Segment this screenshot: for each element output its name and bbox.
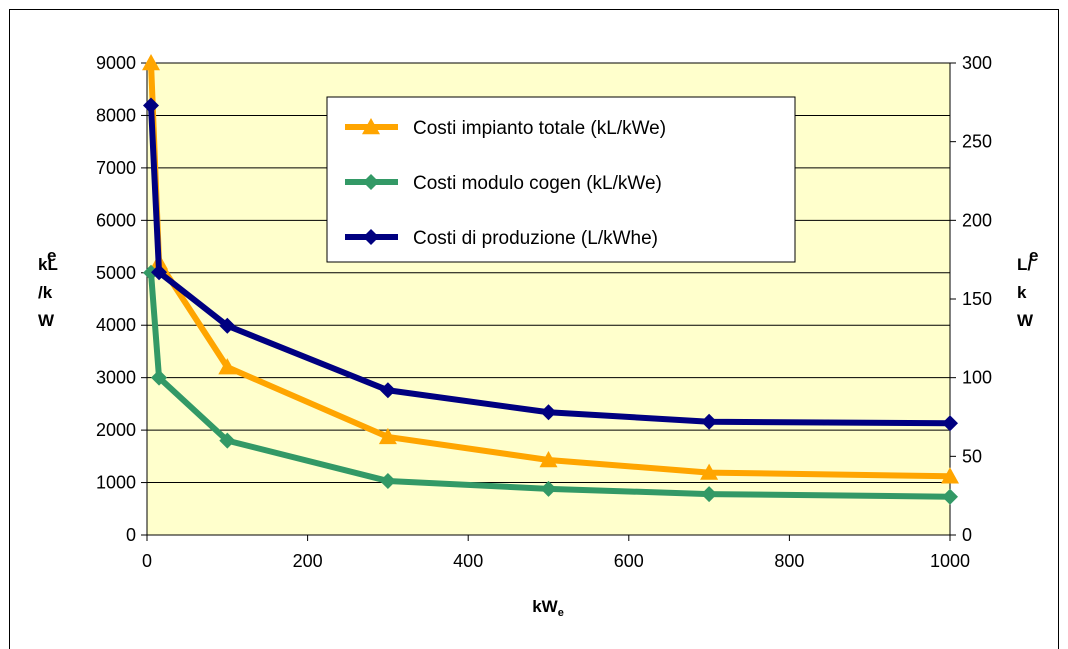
data-point <box>151 264 168 281</box>
legend-label: Costi modulo cogen (kL/kWe) <box>413 173 662 194</box>
y-left-tick-label: 2000 <box>96 420 136 440</box>
x-tick-label: 400 <box>453 551 483 571</box>
legend: Costi impianto totale (kL/kWe) Costi modu… <box>326 96 796 263</box>
data-point <box>539 451 558 468</box>
data-point <box>540 404 557 421</box>
data-point <box>379 472 396 489</box>
data-point <box>151 369 168 386</box>
y-left-tick-label: 3000 <box>96 368 136 388</box>
y-left-tick-label: 0 <box>126 525 136 545</box>
data-point <box>362 118 380 135</box>
y-right-tick-label: 50 <box>962 446 982 466</box>
x-tick-label: 1000 <box>930 551 970 571</box>
data-point <box>941 467 959 484</box>
series-3 <box>143 97 958 432</box>
data-point <box>219 432 236 449</box>
data-point <box>942 488 958 505</box>
data-point <box>701 486 718 503</box>
x-tick-label: 800 <box>774 551 804 571</box>
data-point <box>142 54 161 71</box>
x-axis-title: kWe <box>532 597 564 619</box>
y-left-axis-title-line: kL <box>38 255 58 274</box>
y-left-tick-label: 9000 <box>96 53 136 73</box>
legend-label: Costi impianto totale (kL/kWe) <box>413 118 666 139</box>
data-point <box>701 413 718 430</box>
x-tick-label: 200 <box>293 551 323 571</box>
y-right-axis-title-line: W <box>1017 311 1034 330</box>
data-point <box>378 427 397 445</box>
y-right-tick-label: 0 <box>962 525 972 545</box>
y-right-tick-label: 200 <box>962 210 992 230</box>
y-left-tick-label: 8000 <box>96 105 136 125</box>
y-left-axis-title-line: W <box>38 311 55 330</box>
y-right-axis-title-sup: e <box>1029 246 1038 265</box>
x-tick-label: 600 <box>614 551 644 571</box>
y-right-axis-title-line: k <box>1017 283 1027 302</box>
y-left-tick-label: 1000 <box>96 473 136 493</box>
tick-labels: 0100020003000400050006000700080009000050… <box>96 53 992 571</box>
series-layer <box>142 54 959 505</box>
y-right-tick-label: 250 <box>962 132 992 152</box>
y-left-tick-label: 7000 <box>96 158 136 178</box>
y-right-axis-title-line: L/ <box>1017 255 1032 274</box>
data-point <box>363 174 379 190</box>
data-point <box>700 463 719 480</box>
legend-box <box>326 96 796 263</box>
data-point <box>363 229 379 245</box>
x-tick-label: 0 <box>142 551 152 571</box>
y-left-tick-label: 4000 <box>96 315 136 335</box>
y-right-tick-label: 150 <box>962 289 992 309</box>
y-right-tick-label: 300 <box>962 53 992 73</box>
y-left-tick-label: 5000 <box>96 263 136 283</box>
data-point <box>219 317 236 334</box>
axes <box>141 62 956 541</box>
data-point <box>143 97 160 114</box>
data-point <box>540 480 557 497</box>
data-point <box>942 415 958 432</box>
data-point <box>218 358 237 375</box>
y-left-axis-title-line: /k <box>38 283 53 302</box>
y-left-axis-title-sup: e <box>47 246 56 265</box>
y-right-tick-label: 100 <box>962 368 992 388</box>
data-point <box>379 382 396 399</box>
y-left-tick-label: 6000 <box>96 210 136 230</box>
legend-label: Costi di produzione (L/kWhe) <box>413 228 658 249</box>
